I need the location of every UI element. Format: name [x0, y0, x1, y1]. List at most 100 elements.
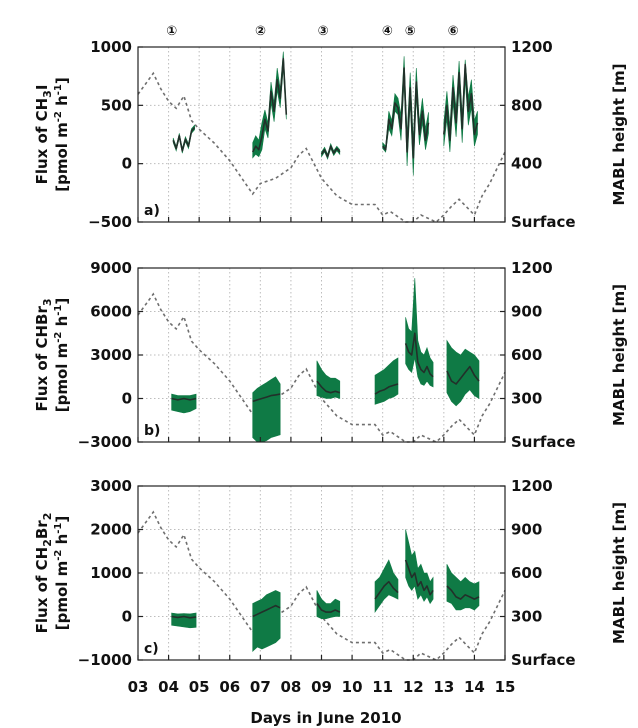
right-tick-label: 300 [511, 608, 542, 626]
x-tick-label: 15 [495, 678, 516, 696]
flux-mean-line [404, 332, 434, 378]
flux-uncertainty-band [171, 612, 197, 629]
y-axis-units-text: [pmol m [53, 122, 71, 192]
flux-mean-line [446, 585, 480, 600]
flux-uncertainty-band [374, 357, 399, 405]
mabl-height-line [137, 71, 506, 223]
right-tick-label: 400 [511, 155, 542, 173]
event-marker-2: ② [255, 24, 266, 39]
x-tick-label: 05 [189, 678, 210, 696]
left-tick-label: 6000 [90, 303, 132, 321]
flux-mean-line [443, 63, 479, 142]
flux-uncertainty-band [446, 564, 480, 611]
y-axis-label-text: Flux of CH [33, 547, 51, 634]
flux-series-5 [404, 278, 434, 388]
flux-series-1 [171, 612, 197, 629]
event-marker-4: ④ [382, 24, 393, 39]
y-axis-units-superscript: -1 [53, 305, 64, 316]
y-axis-label-subscript: 2 [41, 539, 54, 547]
y-axis-units-text: ] [53, 298, 71, 305]
flux-series-1 [172, 124, 196, 154]
flux-series-4 [374, 559, 399, 614]
y-axis-units-text: [pmol m [53, 343, 71, 413]
flux-mean-line [316, 380, 341, 394]
flux-mean-line [171, 397, 197, 401]
right-axis-label: MABL height [m] [610, 64, 628, 206]
left-tick-label: 0 [122, 155, 132, 173]
y-axis-units: [pmol m-2 h-1] [53, 516, 71, 631]
right-tick-label: 1200 [511, 477, 553, 495]
panel-3: 3000 2000 1000 0 −1000 1200 900 600 300 Surface c)… [33, 477, 628, 669]
right-axis-label: MABL height [m] [610, 502, 628, 644]
y-axis-units-text: h [53, 95, 71, 111]
right-tick-label: 900 [511, 521, 542, 539]
y-axis-label-text: Flux of CHBr [33, 306, 51, 412]
flux-series-3 [316, 590, 341, 619]
right-tick-label: 1200 [511, 38, 553, 56]
grid [138, 47, 505, 222]
flux-series-5 [404, 529, 434, 605]
y-axis-units-superscript: -2 [53, 332, 64, 343]
panel-label: b) [144, 423, 160, 439]
y-axis-units-superscript: -2 [53, 111, 64, 122]
flux-series-2 [251, 51, 288, 159]
y-axis-label-subscript: 2 [41, 513, 54, 521]
y-axis-label: Flux of CH2Br2 [33, 513, 54, 634]
x-tick-label: 13 [433, 678, 454, 696]
x-tick-label: 08 [280, 678, 301, 696]
event-marker-5: ⑤ [405, 24, 416, 39]
y-axis-label-text: Flux of CH [33, 98, 51, 185]
x-tick-label: 07 [250, 678, 271, 696]
y-axis-units-text: [pmol m [53, 561, 71, 631]
x-tick-label: 09 [311, 678, 332, 696]
flux-mean-line [316, 603, 341, 613]
x-tick-label: 14 [464, 678, 485, 696]
panel-1: 1000 500 0 −500 1200 800 400 Surface a) Flux of C… [33, 38, 628, 231]
x-tick-label: 03 [128, 678, 149, 696]
x-tick-label: 04 [158, 678, 179, 696]
flux-uncertainty-band [446, 339, 480, 407]
flux-series-6 [446, 564, 480, 611]
left-tick-label: 500 [101, 96, 132, 114]
flux-mean-line [320, 145, 341, 158]
right-tick-label: Surface [511, 433, 576, 451]
panel-2: 9000 6000 3000 0 −3000 1200 900 600 300 Surface b)… [33, 259, 628, 451]
left-tick-label: 0 [122, 390, 132, 408]
event-marker-6: ⑥ [448, 24, 459, 39]
y-axis-units: [pmol m-2 h-1] [53, 298, 71, 413]
right-tick-label: 600 [511, 564, 542, 582]
x-axis: 03 04 05 06 07 08 09 10 11 12 13 14 15 [128, 678, 516, 696]
left-tick-label: 0 [122, 608, 132, 626]
flux-mean-line [251, 57, 288, 153]
left-tick-label: −500 [88, 213, 132, 231]
y-axis-units-text: h [53, 534, 71, 550]
y-axis-label-subscript: 3 [41, 90, 54, 98]
x-tick-label: 11 [372, 678, 393, 696]
event-marker-1: ① [166, 24, 177, 39]
flux-mean-line [382, 67, 430, 159]
right-tick-label: 300 [511, 390, 542, 408]
flux-uncertainty-band [252, 590, 281, 652]
flux-mean-line [252, 393, 281, 403]
left-tick-label: −3000 [78, 433, 132, 451]
flux-mean-line [252, 604, 281, 618]
y-axis-units-text: ] [53, 516, 71, 523]
panel-label: c) [144, 641, 159, 657]
y-axis-label: Flux of CHBr3 [33, 298, 54, 411]
mabl-height-line [137, 510, 506, 661]
right-tick-label: 900 [511, 303, 542, 321]
left-tick-label: 3000 [90, 477, 132, 495]
y-axis-units: [pmol m-2 h-1] [53, 77, 71, 192]
y-axis-units-superscript: -1 [53, 523, 64, 534]
y-axis-units-text: ] [53, 77, 71, 84]
flux-mean-line [374, 580, 399, 600]
right-tick-label: 1200 [511, 259, 553, 277]
y-axis-label-text: I [33, 85, 51, 91]
y-axis-label-subscript: 3 [41, 298, 54, 306]
left-tick-label: 9000 [90, 259, 132, 277]
grid [138, 486, 505, 660]
right-axis-label: MABL height [m] [610, 284, 628, 426]
y-axis-units-superscript: -1 [53, 84, 64, 95]
left-tick-label: 1000 [90, 564, 132, 582]
